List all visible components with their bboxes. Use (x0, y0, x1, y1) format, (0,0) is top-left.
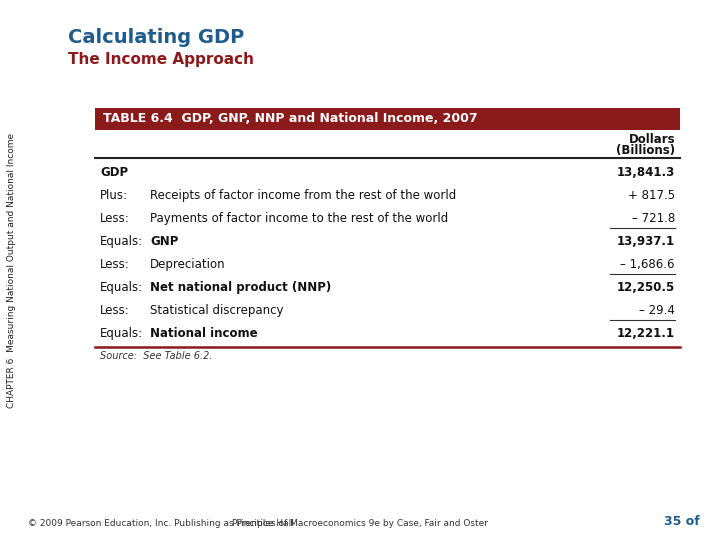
Text: Equals:: Equals: (100, 235, 143, 248)
Text: Depreciation: Depreciation (150, 258, 225, 271)
Text: – 721.8: – 721.8 (631, 212, 675, 225)
Text: (Billions): (Billions) (616, 144, 675, 157)
Text: + 817.5: + 817.5 (628, 189, 675, 202)
Text: Payments of factor income to the rest of the world: Payments of factor income to the rest of… (150, 212, 449, 225)
Text: TABLE 6.4  GDP, GNP, NNP and National Income, 2007: TABLE 6.4 GDP, GNP, NNP and National Inc… (103, 112, 477, 125)
Text: 35 of: 35 of (665, 515, 700, 528)
Text: GDP: GDP (100, 166, 128, 179)
Text: National income: National income (150, 327, 258, 340)
Text: © 2009 Pearson Education, Inc. Publishing as Prentice Hall: © 2009 Pearson Education, Inc. Publishin… (28, 519, 294, 528)
Text: Source:  See Table 6.2.: Source: See Table 6.2. (100, 351, 212, 361)
Text: 12,221.1: 12,221.1 (617, 327, 675, 340)
Bar (95, 108, 680, 130)
Text: The Income Approach: The Income Approach (68, 52, 254, 67)
Text: Statistical discrepancy: Statistical discrepancy (150, 304, 284, 317)
Text: – 1,686.6: – 1,686.6 (621, 258, 675, 271)
Text: Receipts of factor income from the rest of the world: Receipts of factor income from the rest … (150, 189, 456, 202)
Text: 12,250.5: 12,250.5 (617, 281, 675, 294)
Text: Less:: Less: (100, 304, 130, 317)
Text: Plus:: Plus: (100, 189, 128, 202)
Text: Less:: Less: (100, 212, 130, 225)
Text: GNP: GNP (150, 235, 179, 248)
Text: Less:: Less: (100, 258, 130, 271)
Text: Net national product (NNP): Net national product (NNP) (150, 281, 331, 294)
Text: Dollars: Dollars (629, 133, 675, 146)
Text: CHAPTER 6  Measuring National Output and National Income: CHAPTER 6 Measuring National Output and … (7, 132, 17, 408)
Text: Calculating GDP: Calculating GDP (68, 28, 244, 47)
Text: 13,937.1: 13,937.1 (617, 235, 675, 248)
Text: – 29.4: – 29.4 (639, 304, 675, 317)
Text: 13,841.3: 13,841.3 (617, 166, 675, 179)
Text: Equals:: Equals: (100, 281, 143, 294)
Text: Principles of Macroeconomics 9e by Case, Fair and Oster: Principles of Macroeconomics 9e by Case,… (232, 519, 488, 528)
Text: Equals:: Equals: (100, 327, 143, 340)
